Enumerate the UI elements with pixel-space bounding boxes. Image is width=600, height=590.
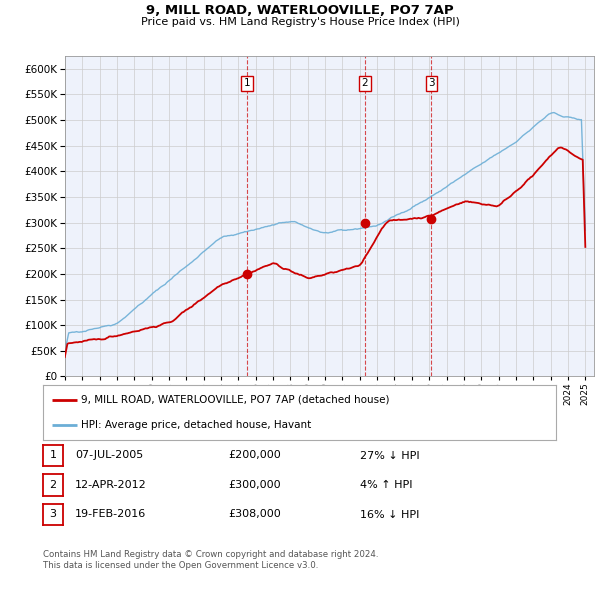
Text: Price paid vs. HM Land Registry's House Price Index (HPI): Price paid vs. HM Land Registry's House … bbox=[140, 17, 460, 27]
Text: 07-JUL-2005: 07-JUL-2005 bbox=[75, 451, 143, 460]
Text: 16% ↓ HPI: 16% ↓ HPI bbox=[360, 510, 419, 519]
Text: 4% ↑ HPI: 4% ↑ HPI bbox=[360, 480, 413, 490]
Text: This data is licensed under the Open Government Licence v3.0.: This data is licensed under the Open Gov… bbox=[43, 560, 319, 569]
Text: 3: 3 bbox=[428, 78, 435, 88]
Text: 1: 1 bbox=[50, 451, 56, 460]
Text: £300,000: £300,000 bbox=[228, 480, 281, 490]
Text: 3: 3 bbox=[50, 510, 56, 519]
Text: 9, MILL ROAD, WATERLOOVILLE, PO7 7AP (detached house): 9, MILL ROAD, WATERLOOVILLE, PO7 7AP (de… bbox=[80, 395, 389, 405]
Text: HPI: Average price, detached house, Havant: HPI: Average price, detached house, Hava… bbox=[80, 420, 311, 430]
Text: Contains HM Land Registry data © Crown copyright and database right 2024.: Contains HM Land Registry data © Crown c… bbox=[43, 550, 379, 559]
Text: 1: 1 bbox=[244, 78, 251, 88]
Text: 12-APR-2012: 12-APR-2012 bbox=[75, 480, 147, 490]
Text: 2: 2 bbox=[50, 480, 56, 490]
Text: £200,000: £200,000 bbox=[228, 451, 281, 460]
Text: 2: 2 bbox=[361, 78, 368, 88]
Text: £308,000: £308,000 bbox=[228, 510, 281, 519]
Text: 27% ↓ HPI: 27% ↓ HPI bbox=[360, 451, 419, 460]
Text: 9, MILL ROAD, WATERLOOVILLE, PO7 7AP: 9, MILL ROAD, WATERLOOVILLE, PO7 7AP bbox=[146, 4, 454, 17]
Text: 19-FEB-2016: 19-FEB-2016 bbox=[75, 510, 146, 519]
